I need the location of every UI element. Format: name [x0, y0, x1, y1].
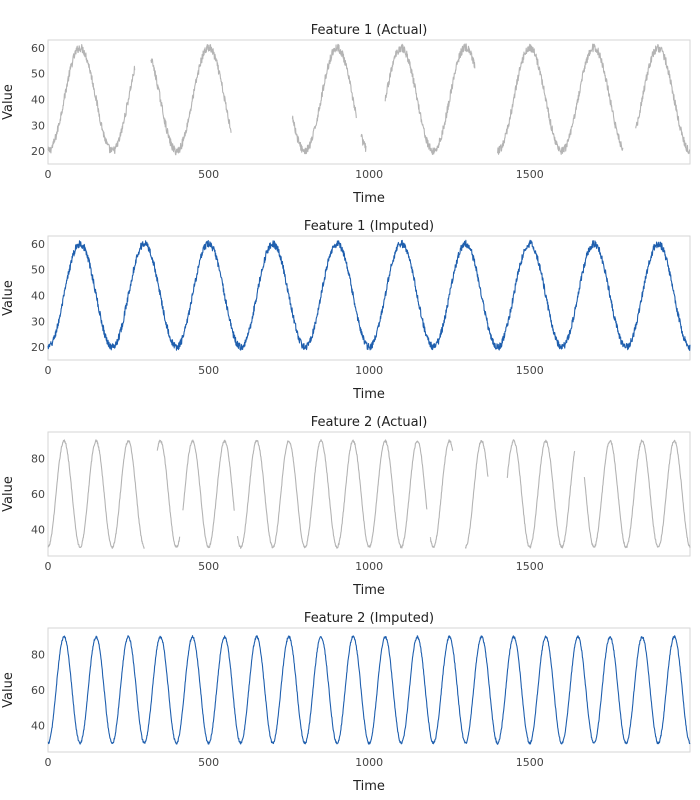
y-tick-label: 40 [31, 289, 45, 302]
series-line-segment-6 [497, 43, 624, 155]
x-tick-label: 1500 [516, 168, 544, 181]
series-line-segment-6 [464, 440, 489, 549]
y-tick-label: 50 [31, 264, 45, 277]
series-line-segment-3 [291, 43, 357, 155]
plot-frame [47, 235, 691, 361]
y-axis-label: Value [1, 476, 16, 512]
x-tick-label: 0 [45, 364, 52, 377]
series-line-segment-7 [635, 43, 691, 155]
series-line-segment-5 [429, 439, 454, 548]
y-axis-label: Value [1, 672, 16, 708]
y-tick-label: 40 [31, 719, 45, 732]
series-line-segment-1 [47, 239, 691, 351]
x-axis-label: Time [352, 583, 385, 598]
chart-panel-2: Feature 1 (Imputed) 20 30 40 50 60 0 500 1000 150… [1, 219, 691, 402]
series-line-segment-4 [236, 439, 428, 549]
series-line-segment-8 [583, 439, 691, 549]
chart-title: Feature 2 (Imputed) [304, 611, 434, 626]
y-tick-label: 30 [31, 119, 45, 132]
x-tick-label: 500 [198, 168, 219, 181]
series-line-segment-1 [47, 439, 145, 549]
x-axis-label: Time [352, 779, 385, 794]
series-line-segment-2 [156, 439, 181, 548]
chart-title: Feature 1 (Actual) [311, 23, 428, 38]
x-axis-label: Time [352, 191, 385, 206]
series-line-segment-1 [47, 635, 691, 745]
y-axis-label: Value [1, 84, 16, 120]
series-line-segment-3 [182, 439, 235, 549]
x-tick-label: 1000 [355, 560, 383, 573]
y-tick-label: 80 [31, 649, 45, 662]
x-tick-label: 0 [45, 560, 52, 573]
y-tick-label: 60 [31, 684, 45, 697]
x-tick-label: 1000 [355, 364, 383, 377]
x-tick-label: 1000 [355, 756, 383, 769]
y-tick-label: 20 [31, 341, 45, 354]
x-tick-label: 1000 [355, 168, 383, 181]
plot-frame [47, 431, 691, 557]
x-tick-label: 0 [45, 756, 52, 769]
x-axis-label: Time [352, 387, 385, 402]
y-tick-label: 60 [31, 238, 45, 251]
y-axis-label: Value [1, 280, 16, 316]
series-line-segment-4 [360, 133, 367, 153]
series-line-segment-7 [506, 439, 576, 549]
chart-title: Feature 1 (Imputed) [304, 219, 434, 234]
x-tick-label: 1500 [516, 756, 544, 769]
x-tick-label: 500 [198, 364, 219, 377]
plot-frame [47, 39, 691, 165]
plot-frame [47, 627, 691, 753]
chart-panel-4: Feature 2 (Imputed) 40 60 80 0 500 1000 1500 Tim… [1, 611, 691, 794]
y-tick-label: 80 [31, 453, 45, 466]
chart-title: Feature 2 (Actual) [311, 415, 428, 430]
series-line-segment-2 [150, 44, 232, 156]
series-line-segment-1 [47, 44, 136, 155]
series-line-segment-5 [384, 43, 476, 156]
y-tick-label: 20 [31, 145, 45, 158]
x-tick-label: 500 [198, 560, 219, 573]
x-tick-label: 0 [45, 168, 52, 181]
y-tick-label: 40 [31, 523, 45, 536]
y-tick-label: 40 [31, 93, 45, 106]
y-tick-label: 30 [31, 315, 45, 328]
chart-panel-1: Feature 1 (Actual) 20 30 40 50 60 0 500 1000 1500… [1, 23, 691, 206]
chart-panel-3: Feature 2 (Actual) 40 60 80 0 500 1000 1500 Time… [1, 415, 691, 598]
x-tick-label: 1500 [516, 364, 544, 377]
y-tick-label: 60 [31, 488, 45, 501]
x-tick-label: 1500 [516, 560, 544, 573]
x-tick-label: 500 [198, 756, 219, 769]
y-tick-label: 60 [31, 42, 45, 55]
y-tick-label: 50 [31, 68, 45, 81]
